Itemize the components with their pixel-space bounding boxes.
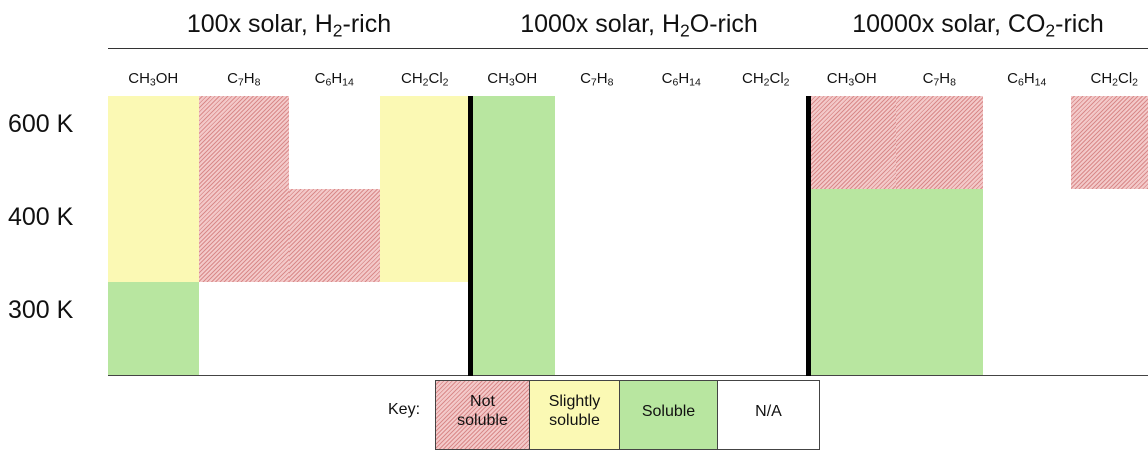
row-label: 300 K bbox=[8, 296, 73, 325]
cell bbox=[639, 282, 725, 376]
key-entry: Slightly soluble bbox=[530, 380, 620, 450]
cell bbox=[470, 282, 556, 376]
cell bbox=[108, 96, 200, 190]
key-label: N/A bbox=[755, 402, 782, 421]
cell bbox=[896, 189, 985, 283]
cell bbox=[983, 282, 1072, 376]
cell bbox=[108, 282, 200, 376]
cell bbox=[983, 189, 1072, 283]
cell bbox=[724, 282, 810, 376]
column-header: C7H8 bbox=[199, 70, 290, 87]
column-header: CH2Cl2 bbox=[1071, 70, 1148, 87]
cell bbox=[199, 96, 291, 190]
column-header: CH3OH bbox=[808, 70, 896, 87]
row-label: 400 K bbox=[8, 203, 73, 232]
cell bbox=[724, 189, 810, 283]
key-entry: Soluble bbox=[620, 380, 718, 450]
cell bbox=[808, 282, 897, 376]
cell bbox=[289, 189, 381, 283]
cell bbox=[1071, 189, 1148, 283]
cell bbox=[470, 96, 556, 190]
key-entry: N/A bbox=[718, 380, 820, 450]
key-label: Soluble bbox=[642, 402, 695, 421]
key-entry: Not soluble bbox=[435, 380, 530, 450]
group-title: 10000x solar, CO2-rich bbox=[808, 10, 1148, 39]
cell bbox=[470, 189, 556, 283]
column-header: CH3OH bbox=[470, 70, 555, 87]
cell bbox=[808, 189, 897, 283]
cell bbox=[639, 189, 725, 283]
group-title: 1000x solar, H2O-rich bbox=[470, 10, 808, 39]
cell bbox=[639, 96, 725, 190]
cell bbox=[808, 96, 897, 190]
column-header: C6H14 bbox=[639, 70, 724, 87]
header-rule bbox=[108, 48, 1148, 49]
cell bbox=[555, 189, 641, 283]
column-header: C7H8 bbox=[555, 70, 640, 87]
row-label: 600 K bbox=[8, 110, 73, 139]
column-header: CH2Cl2 bbox=[724, 70, 809, 87]
cell bbox=[108, 189, 200, 283]
cell bbox=[380, 282, 472, 376]
cell bbox=[1071, 96, 1148, 190]
column-header: CH2Cl2 bbox=[380, 70, 471, 87]
column-header: C7H8 bbox=[896, 70, 984, 87]
group-divider bbox=[468, 96, 473, 376]
key-label: Slightly soluble bbox=[540, 392, 610, 430]
cell bbox=[555, 96, 641, 190]
cell bbox=[199, 282, 291, 376]
column-header: C6H14 bbox=[289, 70, 380, 87]
cell bbox=[896, 282, 985, 376]
cell bbox=[983, 96, 1072, 190]
column-header: CH3OH bbox=[108, 70, 199, 87]
group-title: 100x solar, H2-rich bbox=[108, 10, 470, 39]
cell bbox=[380, 189, 472, 283]
group-divider bbox=[806, 96, 811, 376]
key-label: Not soluble bbox=[448, 392, 518, 430]
cell bbox=[896, 96, 985, 190]
cell bbox=[289, 96, 381, 190]
column-header: C6H14 bbox=[983, 70, 1071, 87]
key-title: Key: bbox=[388, 401, 420, 419]
cell bbox=[380, 96, 472, 190]
cell bbox=[724, 96, 810, 190]
cell bbox=[289, 282, 381, 376]
cell bbox=[1071, 282, 1148, 376]
cell bbox=[555, 282, 641, 376]
cell bbox=[199, 189, 291, 283]
